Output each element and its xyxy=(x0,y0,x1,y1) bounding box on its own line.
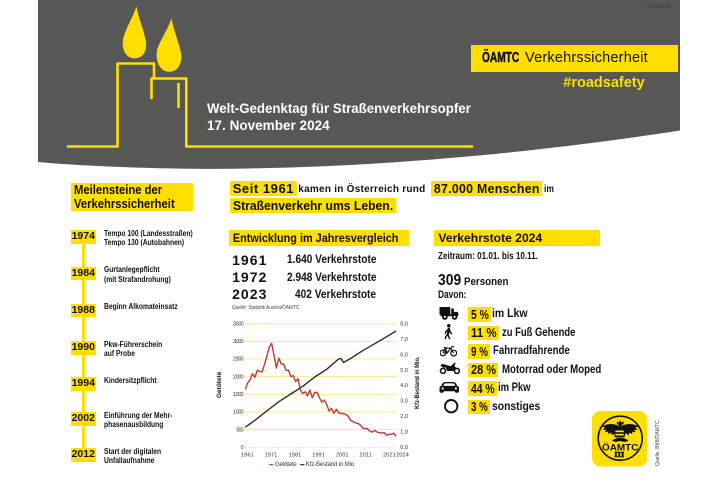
svg-text:1.500: 1.500 xyxy=(233,392,244,398)
svg-text:ÖAMTC: ÖAMTC xyxy=(602,442,639,452)
svg-text:5,0: 5,0 xyxy=(400,368,408,374)
svg-text:3,0: 3,0 xyxy=(400,399,408,405)
svg-text:1971: 1971 xyxy=(265,453,278,459)
svg-text:2,0: 2,0 xyxy=(400,414,408,420)
svg-text:1,0: 1,0 xyxy=(400,430,408,436)
svg-text:Kfz-Bestand in Mio: Kfz-Bestand in Mio xyxy=(306,462,355,468)
svg-text:3.500: 3.500 xyxy=(233,321,244,327)
svg-text:2024: 2024 xyxy=(396,453,409,459)
svg-text:1961: 1961 xyxy=(241,453,254,459)
svg-text:2001: 2001 xyxy=(336,453,349,459)
svg-text:3.000: 3.000 xyxy=(233,339,244,345)
svg-text:2.000: 2.000 xyxy=(233,374,244,380)
svg-text:1.000: 1.000 xyxy=(233,410,244,416)
svg-text:4,0: 4,0 xyxy=(400,383,408,389)
svg-text:1981: 1981 xyxy=(289,453,302,459)
svg-text:2021: 2021 xyxy=(383,453,396,459)
svg-text:500: 500 xyxy=(236,427,243,433)
svg-text:7,0: 7,0 xyxy=(400,337,408,343)
svg-text:8,0: 8,0 xyxy=(400,321,408,327)
svg-text:2011: 2011 xyxy=(360,453,373,459)
svg-text:1991: 1991 xyxy=(312,453,325,459)
svg-text:Getötete: Getötete xyxy=(275,462,297,468)
svg-text:2.500: 2.500 xyxy=(233,357,244,363)
svg-text:6,0: 6,0 xyxy=(400,352,408,358)
svg-text:0,0: 0,0 xyxy=(400,445,408,451)
svg-text:0: 0 xyxy=(241,445,244,451)
